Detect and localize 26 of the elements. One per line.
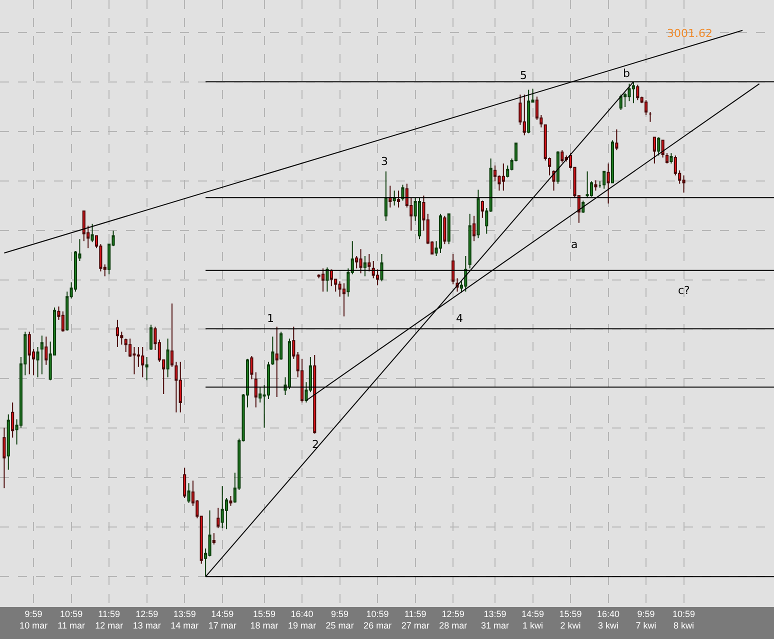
x-tick-label: 10:59 8 kwi — [672, 609, 696, 631]
x-tick-label: 14:59 17 mar — [208, 609, 236, 631]
x-tick-label: 12:59 28 mar — [439, 609, 468, 631]
x-tick-label: 15:59 18 mar — [250, 609, 278, 631]
annotation: 3 — [381, 155, 388, 168]
x-tick-label: 16:40 3 kwi — [597, 609, 620, 631]
annotation: a — [571, 238, 578, 251]
x-tick-label: 13:59 14 mar — [170, 609, 199, 631]
x-tick-label: 9:59 7 kwi — [636, 609, 656, 631]
x-tick-label: 13:59 31 mar — [481, 609, 510, 631]
annotation: 5 — [520, 69, 527, 82]
text: b — [623, 67, 630, 80]
x-tick-label: 12:59 13 mar — [132, 609, 161, 631]
x-tick-label: 10:59 26 mar — [364, 609, 392, 631]
annotation: c? — [678, 284, 690, 297]
x-tick-label: 11:59 27 mar — [401, 609, 430, 631]
x-tick-label: 11:59 12 mar — [95, 609, 124, 631]
text: 3001.62 — [667, 27, 712, 40]
x-tick-label: 14:59 1 kwi — [522, 609, 544, 631]
annotation: 4 — [456, 312, 463, 325]
x-tick-label: 10:59 11 mar — [58, 609, 85, 631]
annotation: 1 — [267, 312, 274, 325]
x-tick-label: 9:59 10 mar — [20, 609, 48, 631]
x-tick-label: 15:59 2 kwi — [559, 609, 582, 631]
x-tick-label: 16:40 19 mar — [288, 609, 316, 631]
x-tick-label: 9:59 25 mar — [326, 609, 354, 631]
